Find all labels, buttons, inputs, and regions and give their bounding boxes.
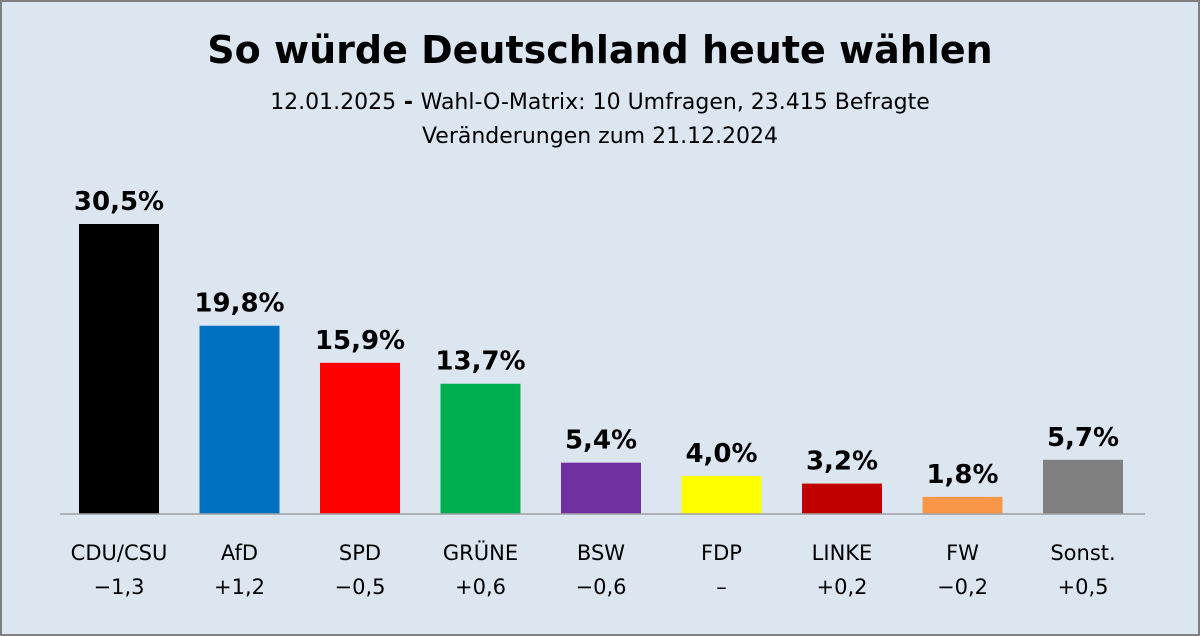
bar-grüne bbox=[440, 383, 521, 514]
change-label: +0,6 bbox=[455, 575, 506, 599]
bar-value-label: 15,9% bbox=[315, 326, 405, 356]
bar-spd bbox=[320, 362, 400, 514]
change-label: −0,6 bbox=[576, 575, 627, 599]
bar-value-label: 1,8% bbox=[926, 460, 998, 490]
chart-subtitle-changes: Veränderungen zum 21.12.2024 bbox=[421, 124, 779, 149]
bar-value-label: 30,5% bbox=[74, 187, 164, 217]
bar-cdu-csu bbox=[79, 224, 159, 514]
bar-fw bbox=[922, 496, 1003, 514]
category-label: Sonst. bbox=[1050, 541, 1115, 565]
bar-value-label: 4,0% bbox=[685, 439, 757, 469]
chart-title: So würde Deutschland heute wählen bbox=[207, 28, 993, 72]
category-label: LINKE bbox=[812, 541, 873, 565]
category-label: FW bbox=[946, 541, 979, 565]
subtitle-source: Wahl-O-Matrix: 10 Umfragen, 23.415 Befra… bbox=[420, 90, 930, 115]
chart-subtitle-source: 12.01.2025 - Wahl-O-Matrix: 10 Umfragen,… bbox=[2, 90, 1198, 115]
subtitle-date: 12.01.2025 bbox=[270, 90, 397, 115]
change-label: −1,3 bbox=[94, 575, 145, 599]
category-label: GRÜNE bbox=[443, 540, 518, 565]
bar-afd bbox=[199, 325, 280, 514]
change-label: −0,2 bbox=[937, 575, 988, 599]
change-label: +0,5 bbox=[1058, 575, 1109, 599]
bar-sonst- bbox=[1043, 459, 1123, 514]
bar-value-label: 19,8% bbox=[194, 289, 284, 319]
change-label: +1,2 bbox=[214, 575, 265, 599]
change-label: −0,5 bbox=[335, 575, 386, 599]
bar-bsw bbox=[561, 462, 641, 514]
bars-group: 30,5% CDU/CSU −1,3 19,8% AfD +1,2 15,9% SPD −0,5… bbox=[71, 187, 1123, 599]
change-label: +0,2 bbox=[817, 575, 868, 599]
category-label: CDU/CSU bbox=[71, 541, 168, 565]
category-label: BSW bbox=[577, 541, 625, 565]
change-label: – bbox=[716, 575, 727, 599]
bar-value-label: 3,2% bbox=[806, 447, 878, 477]
subtitle-separator: - bbox=[396, 90, 421, 115]
bar-value-label: 13,7% bbox=[435, 347, 525, 377]
bar-linke bbox=[802, 483, 882, 514]
category-label: FDP bbox=[701, 541, 742, 565]
category-label: SPD bbox=[339, 541, 381, 565]
category-label: AfD bbox=[221, 541, 258, 565]
bar-value-label: 5,4% bbox=[565, 426, 637, 456]
bar-fdp bbox=[681, 475, 762, 514]
bar-value-label: 5,7% bbox=[1047, 423, 1119, 453]
